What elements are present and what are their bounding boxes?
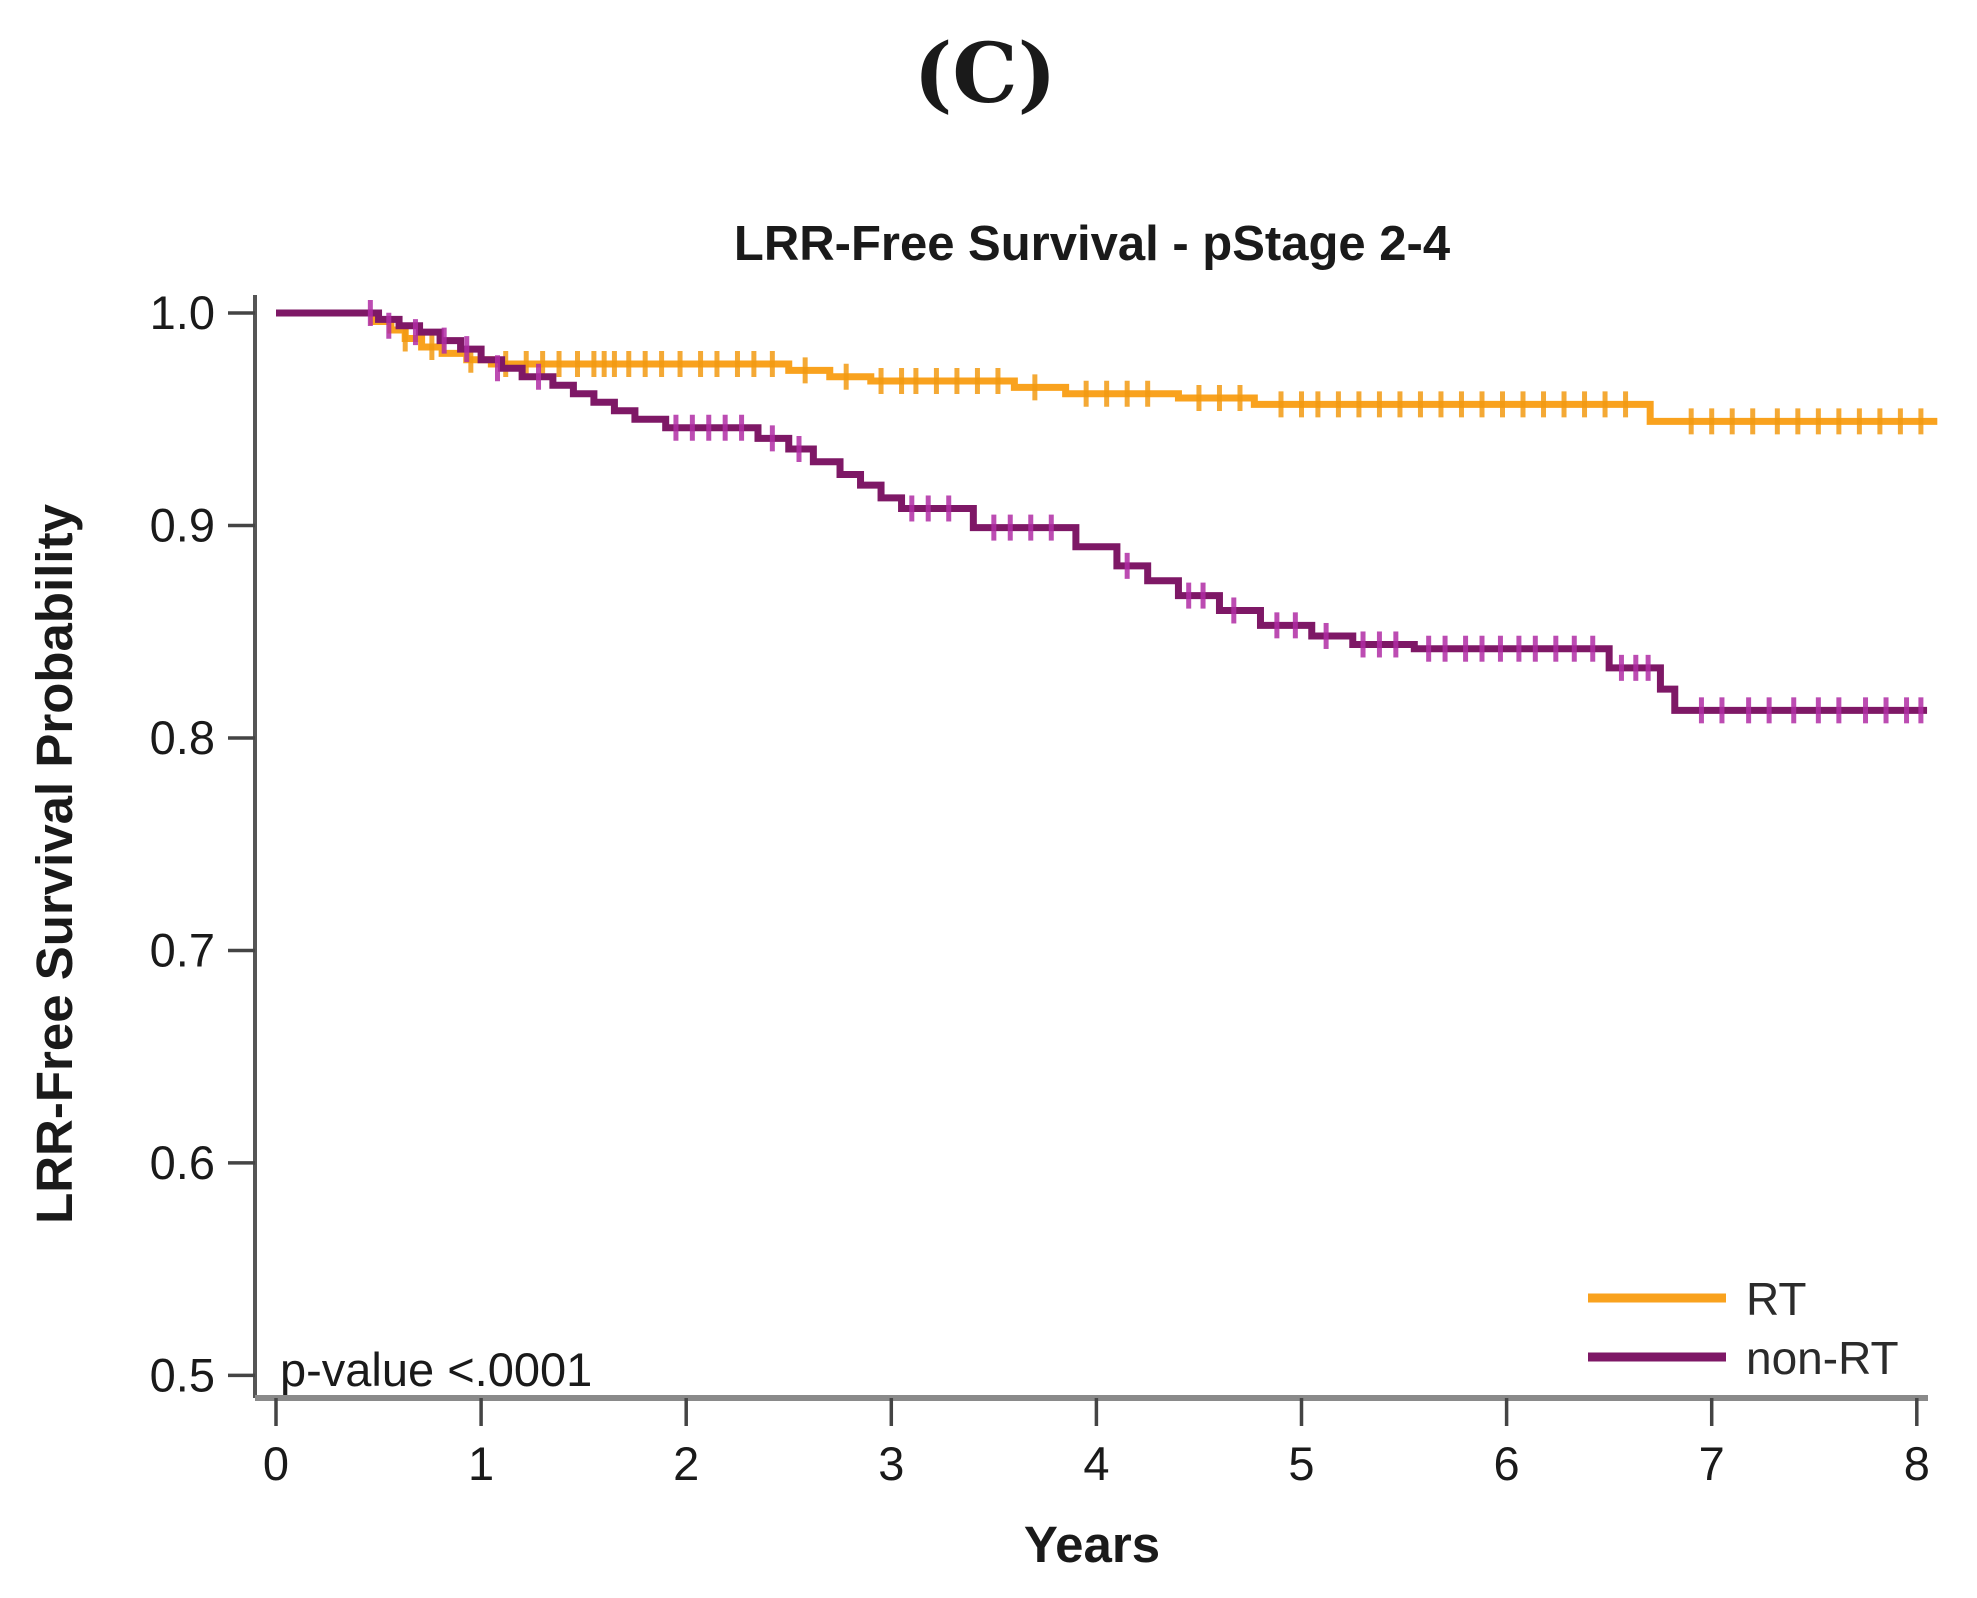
panel-label: (C)	[914, 26, 1057, 122]
p-value-annotation: p-value <.0001	[280, 1343, 592, 1396]
legend: RT non-RT	[1588, 1273, 1899, 1384]
y-axis-title: LRR-Free Survival Probability	[26, 503, 83, 1223]
y-tick-label: 1.0	[150, 286, 215, 339]
x-tick-label: 7	[1699, 1437, 1725, 1490]
y-tick-label: 0.5	[150, 1348, 215, 1401]
x-axis-title: Years	[1024, 1516, 1160, 1573]
survival-curve-nonrt	[276, 309, 1928, 714]
x-tick-label: 1	[468, 1437, 494, 1490]
y-tick-label: 0.9	[150, 498, 215, 551]
y-tick-label: 0.8	[150, 711, 215, 764]
x-tick-label: 8	[1904, 1437, 1930, 1490]
y-tick-label: 0.6	[150, 1136, 215, 1189]
x-tick-label: 2	[673, 1437, 699, 1490]
x-tick-label: 5	[1288, 1437, 1314, 1490]
x-tick-label: 6	[1494, 1437, 1520, 1490]
x-tick-label: 4	[1083, 1437, 1109, 1490]
legend-rt-label: RT	[1746, 1273, 1807, 1325]
y-tick-label: 0.7	[150, 923, 215, 976]
legend-nonrt-label: non-RT	[1746, 1332, 1899, 1384]
chart-title: LRR-Free Survival - pStage 2-4	[734, 217, 1450, 271]
plot-area: 1.0 0.9 0.8 0.7 0.6 0.5 0 1 2 3 4 5 6 7 8	[150, 286, 1938, 1490]
x-tick-label: 3	[878, 1437, 904, 1490]
x-tick-label: 0	[263, 1437, 289, 1490]
